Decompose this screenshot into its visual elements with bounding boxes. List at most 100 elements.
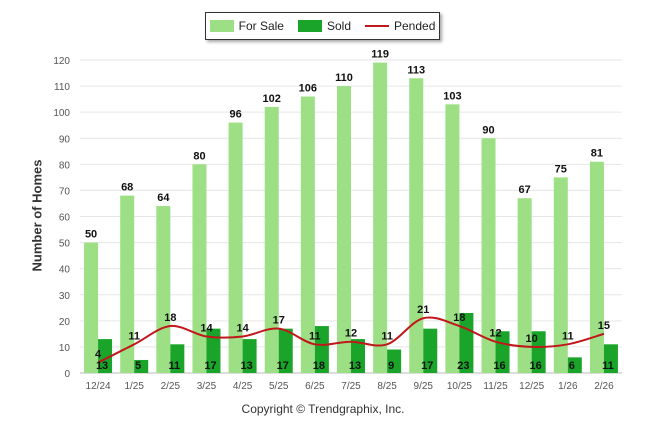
bar-sold-4 <box>242 339 257 373</box>
bar-sold-1 <box>134 359 149 373</box>
label-for-sale-3: 80 <box>193 150 205 162</box>
label-for-sale-10: 103 <box>443 90 461 102</box>
label-for-sale-14: 81 <box>591 148 603 160</box>
legend-item-pended[interactable]: Pended <box>365 19 435 33</box>
bar-for-sale-3 <box>192 164 207 373</box>
label-pended-5: 17 <box>273 315 285 327</box>
bar-sold-9 <box>423 328 438 373</box>
bar-for-sale-12 <box>517 198 532 373</box>
bar-sold-7 <box>351 339 365 373</box>
y-tick-label-30: 30 <box>59 291 71 302</box>
label-sold-13: 6 <box>569 360 575 372</box>
line-pended <box>97 316 605 364</box>
y-axis-title: Number of Homes <box>29 159 45 272</box>
label-pended-8: 11 <box>381 330 393 342</box>
label-for-sale-0: 50 <box>85 229 97 241</box>
x-tick-label-6: 6/25 <box>305 381 325 392</box>
label-for-sale-1: 68 <box>121 182 133 194</box>
bar-for-sale-9 <box>409 78 424 373</box>
label-for-sale-2: 64 <box>157 192 170 204</box>
y-tick-label-70: 70 <box>59 186 71 197</box>
bar-sold-13 <box>567 357 582 373</box>
legend-swatch-for-sale <box>209 20 234 32</box>
legend-item-sold[interactable]: Sold <box>297 19 351 33</box>
bar-sold-5 <box>278 328 293 373</box>
x-tick-label-1: 1/25 <box>124 381 144 392</box>
x-tick-label-12: 12/25 <box>519 381 544 392</box>
label-pended-13: 11 <box>562 330 574 342</box>
label-for-sale-5: 102 <box>263 93 281 105</box>
label-sold-3: 17 <box>204 360 216 372</box>
y-tick-label-40: 40 <box>59 265 71 276</box>
legend-label-pended: Pended <box>394 19 436 33</box>
legend-label-sold: Sold <box>326 19 351 33</box>
label-for-sale-8: 119 <box>371 49 389 61</box>
label-pended-2: 18 <box>164 312 176 324</box>
label-pended-3: 14 <box>200 322 213 334</box>
bar-sold-2 <box>170 344 185 373</box>
x-tick-label-5: 5/25 <box>269 381 289 392</box>
bar-for-sale-8 <box>373 62 388 373</box>
x-tick-label-0: 12/24 <box>86 381 111 392</box>
label-pended-1: 11 <box>128 330 140 342</box>
copyright-footer: Copyright © Trendgraphix, Inc. <box>241 402 405 416</box>
label-sold-9: 17 <box>421 360 433 372</box>
y-tick-label-110: 110 <box>54 82 70 93</box>
label-sold-2: 11 <box>169 360 181 372</box>
label-sold-14: 11 <box>602 360 614 372</box>
bar-for-sale-5 <box>264 106 279 373</box>
label-sold-8: 9 <box>388 360 394 372</box>
x-tick-label-7: 7/25 <box>341 381 361 392</box>
bar-for-sale-2 <box>156 206 171 373</box>
legend-item-for-sale[interactable]: For Sale <box>209 19 284 33</box>
chart-legend: For Sale Sold Pended <box>205 12 440 40</box>
x-tick-label-13: 1/26 <box>558 381 578 392</box>
label-for-sale-11: 90 <box>482 124 494 136</box>
label-sold-5: 17 <box>277 360 289 372</box>
label-pended-7: 12 <box>345 328 357 340</box>
label-pended-10: 18 <box>453 312 465 324</box>
x-tick-label-3: 3/25 <box>197 381 217 392</box>
x-tick-label-9: 9/25 <box>414 381 434 392</box>
label-sold-0: 13 <box>96 360 108 372</box>
y-tick-label-60: 60 <box>59 213 71 224</box>
label-for-sale-7: 110 <box>335 72 353 84</box>
x-tick-label-11: 11/25 <box>483 381 508 392</box>
y-tick-label-80: 80 <box>59 160 71 171</box>
y-tick-label-100: 100 <box>53 108 70 119</box>
bar-sold-6 <box>314 326 329 373</box>
label-sold-12: 16 <box>530 360 542 372</box>
label-pended-4: 14 <box>236 322 249 334</box>
label-pended-9: 21 <box>417 304 429 316</box>
label-pended-6: 11 <box>309 330 321 342</box>
label-pended-12: 10 <box>526 333 538 345</box>
x-tick-label-14: 2/26 <box>594 381 614 392</box>
y-tick-label-20: 20 <box>59 317 71 328</box>
y-tick-label-90: 90 <box>59 134 71 145</box>
label-for-sale-12: 67 <box>519 184 531 196</box>
label-sold-1: 5 <box>135 360 141 372</box>
y-tick-label-10: 10 <box>59 343 71 354</box>
bar-for-sale-11 <box>481 138 496 373</box>
bar-sold-14 <box>603 344 618 373</box>
y-tick-label-0: 0 <box>64 369 70 380</box>
legend-label-for-sale: For Sale <box>238 19 284 33</box>
label-sold-11: 16 <box>493 360 505 372</box>
y-tick-label-50: 50 <box>59 239 71 250</box>
bar-sold-8 <box>387 349 402 373</box>
label-pended-14: 15 <box>598 320 610 332</box>
x-tick-label-10: 10/25 <box>447 381 472 392</box>
legend-swatch-sold <box>297 20 322 32</box>
label-sold-7: 13 <box>349 360 361 372</box>
bar-sold-12 <box>531 331 546 373</box>
bar-sold-0 <box>98 339 113 373</box>
label-for-sale-6: 106 <box>299 83 317 95</box>
label-sold-6: 18 <box>313 360 325 372</box>
label-pended-0: 4 <box>95 349 102 361</box>
label-for-sale-13: 75 <box>555 163 567 175</box>
x-tick-label-2: 2/25 <box>161 381 181 392</box>
bar-for-sale-10 <box>445 104 460 373</box>
y-tick-label-120: 120 <box>53 56 70 67</box>
label-pended-11: 12 <box>489 328 501 340</box>
